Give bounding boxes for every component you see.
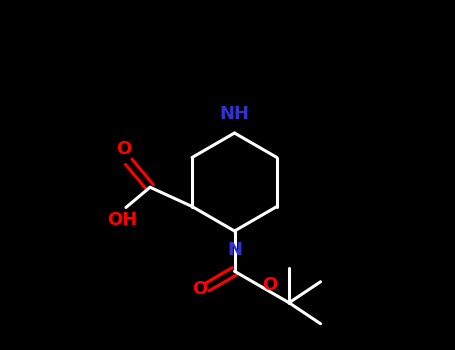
Text: O: O (192, 280, 207, 298)
Text: NH: NH (219, 105, 249, 123)
Text: O: O (262, 276, 277, 294)
Text: OH: OH (107, 211, 137, 229)
Text: N: N (227, 241, 242, 259)
Text: O: O (116, 140, 131, 158)
